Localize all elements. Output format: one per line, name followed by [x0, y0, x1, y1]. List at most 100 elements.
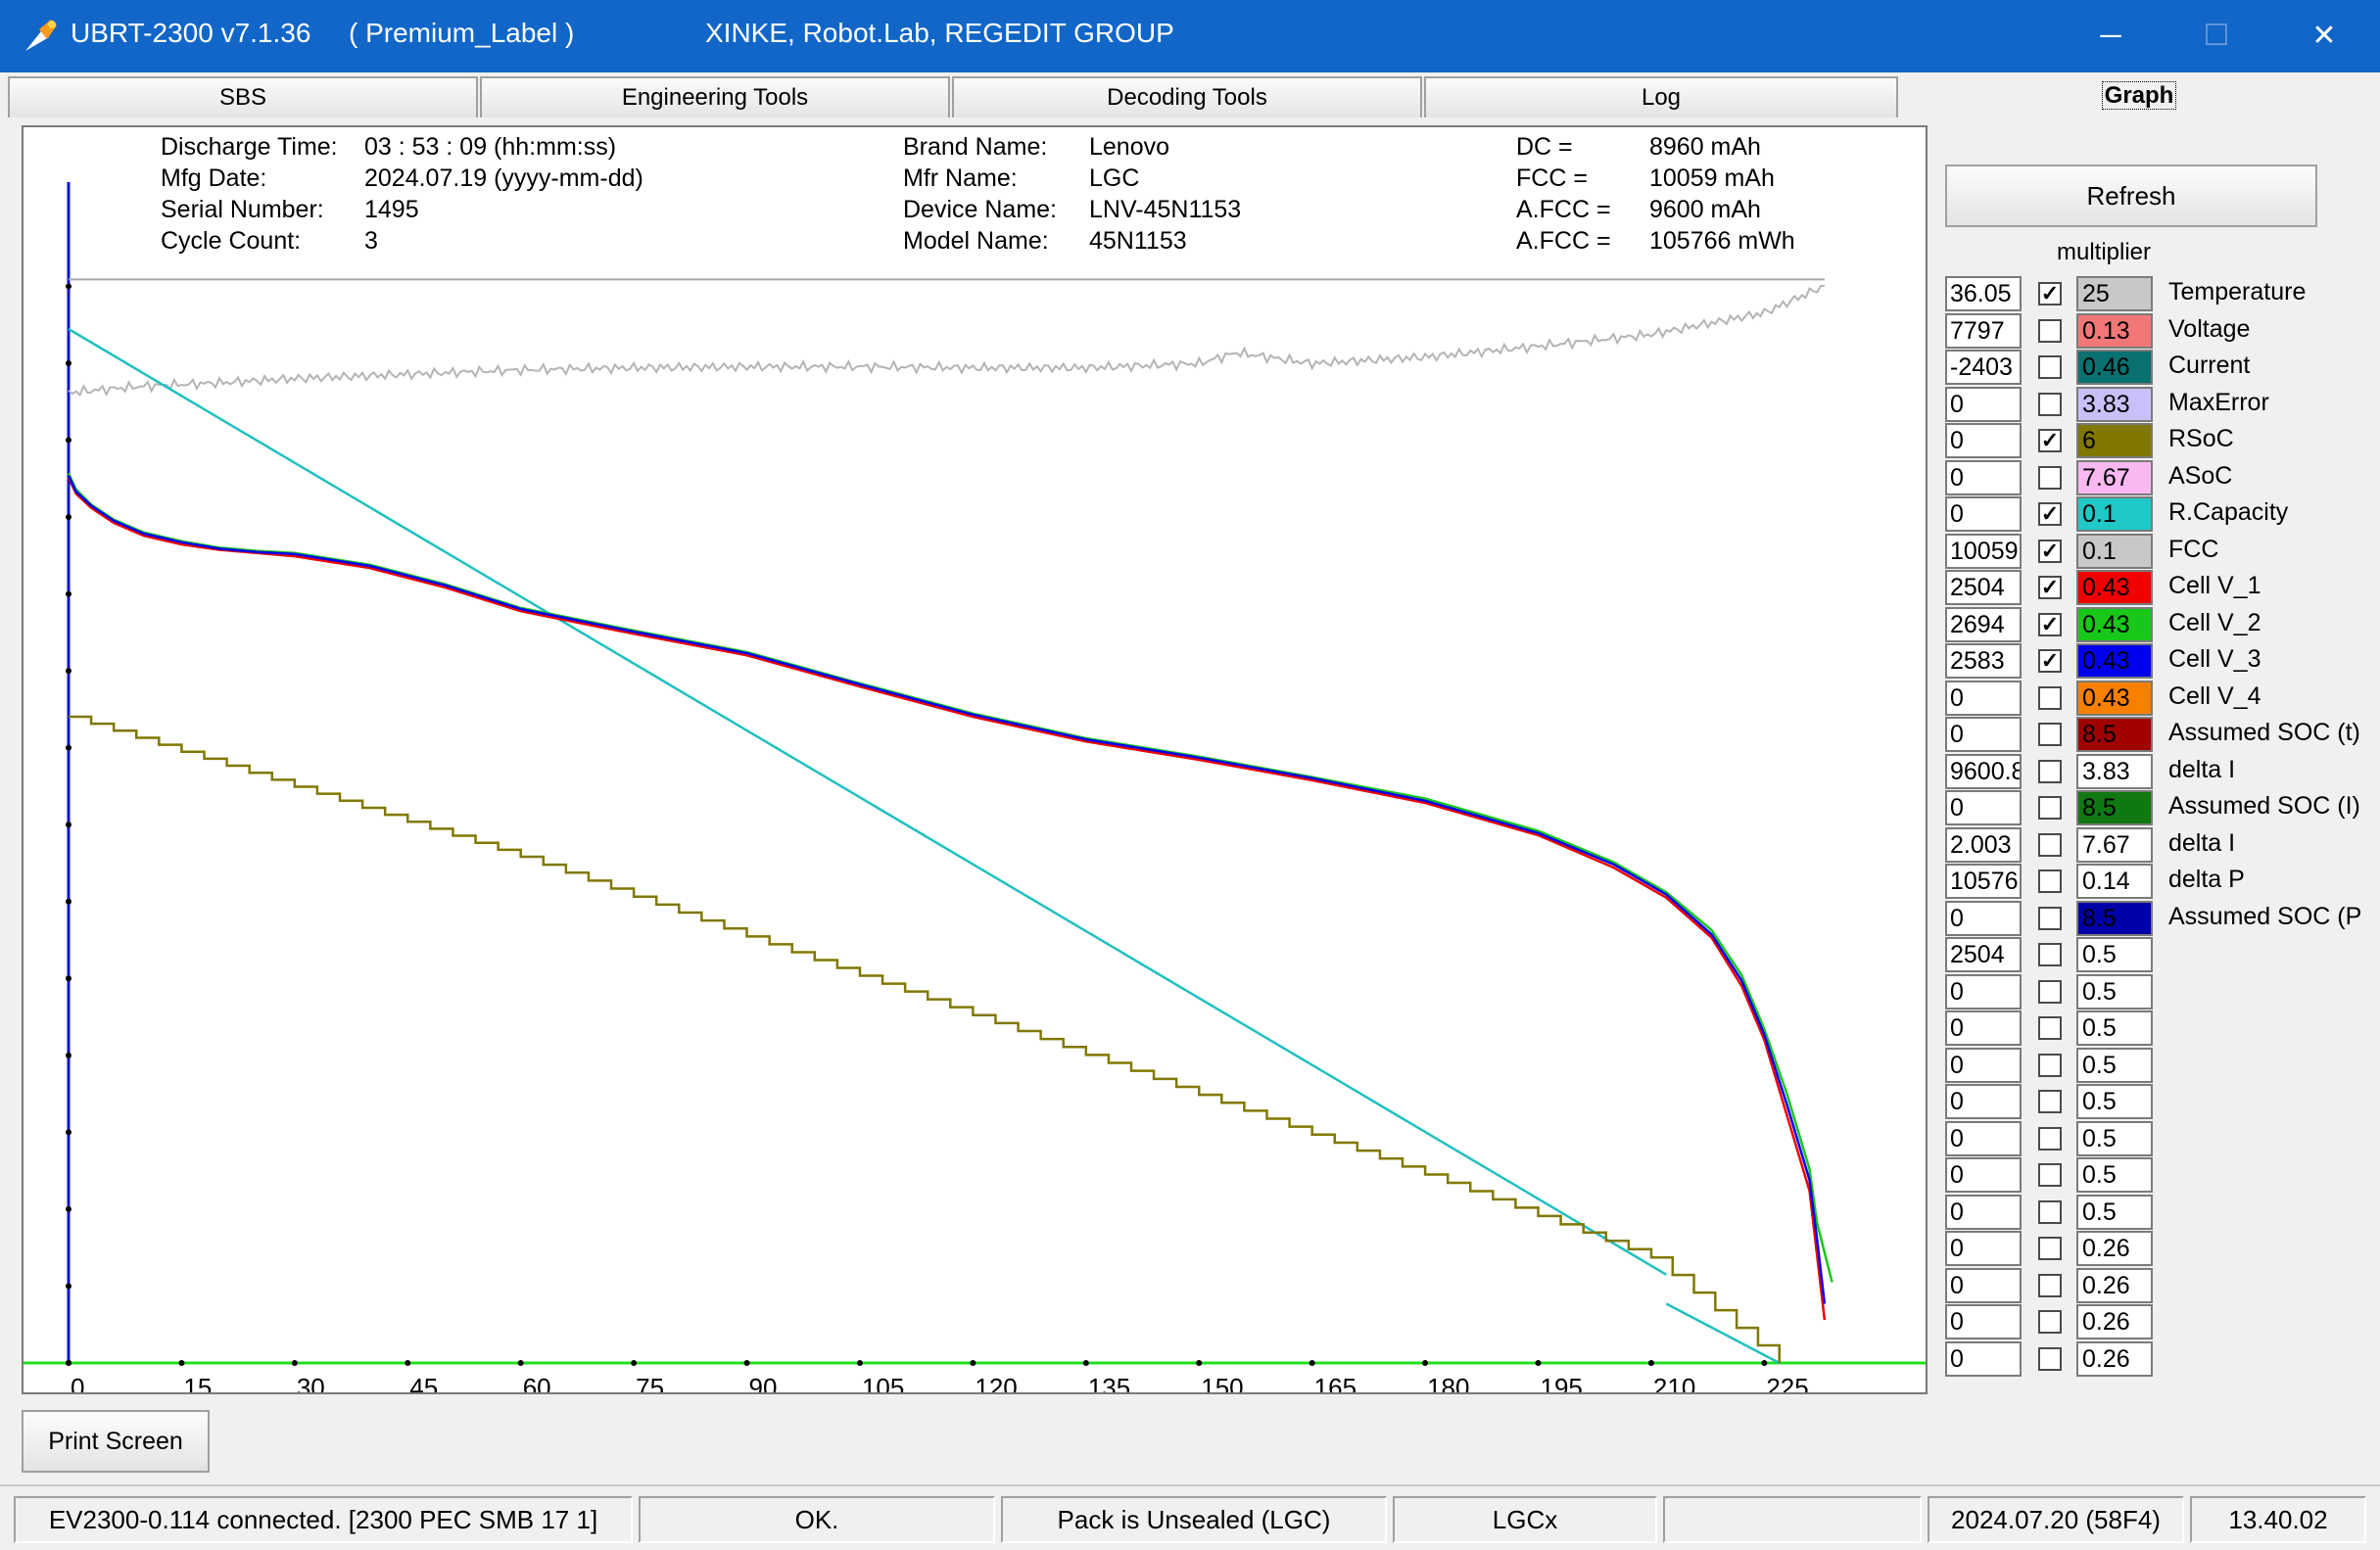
- parameter-value-field[interactable]: 0: [1945, 1047, 2022, 1083]
- parameter-multiplier-field[interactable]: 0.46: [2076, 350, 2153, 385]
- parameter-plot-checkbox[interactable]: [2038, 723, 2062, 746]
- parameter-multiplier-field[interactable]: 3.83: [2076, 753, 2153, 789]
- parameter-plot-checkbox[interactable]: ✓: [2038, 576, 2062, 599]
- parameter-value-field[interactable]: 0: [1945, 459, 2022, 495]
- parameter-value-field[interactable]: 0: [1945, 386, 2022, 422]
- parameter-value-field[interactable]: 2.003: [1945, 826, 2022, 863]
- parameter-plot-checkbox[interactable]: [2038, 1310, 2062, 1334]
- parameter-value-field[interactable]: 0: [1945, 1231, 2022, 1266]
- parameter-multiplier-field[interactable]: 0.5: [2076, 1157, 2153, 1193]
- parameter-plot-checkbox[interactable]: [2038, 1163, 2062, 1187]
- tab-engineering-tools[interactable]: Engineering Tools: [480, 76, 950, 117]
- parameter-plot-checkbox[interactable]: [2038, 1126, 2062, 1151]
- parameter-value-field[interactable]: 0: [1945, 1340, 2022, 1377]
- tab-log[interactable]: Log: [1424, 76, 1898, 117]
- parameter-value-field[interactable]: 10059: [1945, 533, 2022, 569]
- parameter-value-field[interactable]: -2403: [1945, 350, 2022, 385]
- parameter-multiplier-field[interactable]: 0.5: [2076, 937, 2153, 972]
- maximize-button[interactable]: ☐: [2203, 20, 2230, 52]
- parameter-multiplier-field[interactable]: 0.5: [2076, 1084, 2153, 1119]
- parameter-plot-checkbox[interactable]: [2038, 943, 2062, 966]
- parameter-multiplier-field[interactable]: 8.5: [2076, 717, 2153, 752]
- parameter-plot-checkbox[interactable]: [2038, 1273, 2062, 1297]
- parameter-value-field[interactable]: 0: [1945, 1304, 2022, 1339]
- parameter-plot-checkbox[interactable]: [2038, 1237, 2062, 1260]
- minimize-button[interactable]: ─: [2100, 20, 2121, 52]
- parameter-plot-checkbox[interactable]: [2038, 796, 2062, 820]
- parameter-multiplier-field[interactable]: 0.5: [2076, 1010, 2153, 1046]
- parameter-plot-checkbox[interactable]: [2038, 1199, 2062, 1224]
- parameter-value-field[interactable]: 2694: [1945, 606, 2022, 642]
- parameter-multiplier-field[interactable]: 0.1: [2076, 533, 2153, 569]
- parameter-value-field[interactable]: 0: [1945, 790, 2022, 825]
- parameter-value-field[interactable]: 0: [1945, 1120, 2022, 1156]
- parameter-multiplier-field[interactable]: 0.13: [2076, 312, 2153, 349]
- parameter-plot-checkbox[interactable]: ✓: [2038, 539, 2062, 563]
- parameter-value-field[interactable]: 0: [1945, 496, 2022, 532]
- parameter-value-field[interactable]: 2583: [1945, 643, 2022, 679]
- parameter-multiplier-field[interactable]: 3.83: [2076, 386, 2153, 422]
- parameter-value-field[interactable]: 0: [1945, 1010, 2022, 1046]
- parameter-plot-checkbox[interactable]: [2038, 1016, 2062, 1040]
- tab-decoding-tools[interactable]: Decoding Tools: [952, 76, 1422, 117]
- tab-graph[interactable]: Graph: [1902, 76, 2376, 117]
- parameter-multiplier-field[interactable]: 0.26: [2076, 1340, 2153, 1377]
- parameter-value-field[interactable]: 0: [1945, 1267, 2022, 1303]
- parameter-multiplier-field[interactable]: 7.67: [2076, 459, 2153, 495]
- parameter-multiplier-field[interactable]: 6: [2076, 423, 2153, 458]
- parameter-plot-checkbox[interactable]: [2038, 832, 2062, 857]
- parameter-plot-checkbox[interactable]: [2038, 318, 2062, 343]
- parameter-value-field[interactable]: 0: [1945, 423, 2022, 458]
- parameter-plot-checkbox[interactable]: ✓: [2038, 429, 2062, 452]
- parameter-value-field[interactable]: 0: [1945, 900, 2022, 936]
- parameter-value-field[interactable]: 0: [1945, 680, 2022, 716]
- parameter-plot-checkbox[interactable]: [2038, 869, 2062, 893]
- parameter-plot-checkbox[interactable]: ✓: [2038, 649, 2062, 673]
- parameter-multiplier-field[interactable]: 8.5: [2076, 900, 2153, 936]
- parameter-value-field[interactable]: 0: [1945, 1157, 2022, 1193]
- parameter-multiplier-field[interactable]: 0.5: [2076, 1120, 2153, 1156]
- parameter-value-field[interactable]: 0: [1945, 1194, 2022, 1230]
- close-button[interactable]: ✕: [2311, 20, 2337, 52]
- print-screen-button[interactable]: Print Screen: [22, 1410, 210, 1473]
- tab-sbs[interactable]: SBS: [8, 76, 478, 117]
- parameter-multiplier-field[interactable]: 0.14: [2076, 864, 2153, 899]
- parameter-multiplier-field[interactable]: 0.26: [2076, 1231, 2153, 1266]
- parameter-value-field[interactable]: 7797: [1945, 312, 2022, 349]
- parameter-plot-checkbox[interactable]: [2038, 759, 2062, 783]
- parameter-plot-checkbox[interactable]: ✓: [2038, 612, 2062, 636]
- parameter-value-field[interactable]: 9600.8: [1945, 753, 2022, 789]
- parameter-multiplier-field[interactable]: 0.5: [2076, 1047, 2153, 1083]
- parameter-multiplier-field[interactable]: 0.43: [2076, 643, 2153, 679]
- parameter-multiplier-field[interactable]: 25: [2076, 276, 2153, 311]
- parameter-plot-checkbox[interactable]: ✓: [2038, 502, 2062, 526]
- parameter-value-field[interactable]: 10576: [1945, 864, 2022, 899]
- parameter-plot-checkbox[interactable]: [2038, 906, 2062, 930]
- parameter-multiplier-field[interactable]: 0.26: [2076, 1304, 2153, 1339]
- parameter-multiplier-field[interactable]: 0.26: [2076, 1267, 2153, 1303]
- parameter-plot-checkbox[interactable]: [2038, 1053, 2062, 1077]
- parameter-value-field[interactable]: 0: [1945, 717, 2022, 752]
- parameter-value-field[interactable]: 36.05: [1945, 276, 2022, 311]
- parameter-multiplier-field[interactable]: 0.1: [2076, 496, 2153, 532]
- parameter-multiplier-field[interactable]: 0.5: [2076, 973, 2153, 1010]
- parameter-value-field[interactable]: 2504: [1945, 570, 2022, 605]
- parameter-value-field[interactable]: 0: [1945, 1084, 2022, 1119]
- parameter-multiplier-field[interactable]: 0.43: [2076, 570, 2153, 605]
- parameter-plot-checkbox[interactable]: [2038, 685, 2062, 710]
- parameter-plot-checkbox[interactable]: [2038, 979, 2062, 1004]
- refresh-button[interactable]: Refresh: [1945, 164, 2317, 227]
- parameter-plot-checkbox[interactable]: ✓: [2038, 282, 2062, 305]
- parameter-multiplier-field[interactable]: 7.67: [2076, 826, 2153, 863]
- parameter-value-field[interactable]: 0: [1945, 973, 2022, 1010]
- parameter-multiplier-field[interactable]: 0.43: [2076, 680, 2153, 716]
- parameter-multiplier-field[interactable]: 0.5: [2076, 1194, 2153, 1230]
- parameter-plot-checkbox[interactable]: [2038, 392, 2062, 416]
- parameter-plot-checkbox[interactable]: [2038, 1090, 2062, 1113]
- parameter-value-field[interactable]: 2504: [1945, 937, 2022, 972]
- parameter-plot-checkbox[interactable]: [2038, 465, 2062, 490]
- parameter-multiplier-field[interactable]: 0.43: [2076, 606, 2153, 642]
- parameter-plot-checkbox[interactable]: [2038, 355, 2062, 379]
- parameter-multiplier-field[interactable]: 8.5: [2076, 790, 2153, 825]
- parameter-plot-checkbox[interactable]: [2038, 1346, 2062, 1371]
